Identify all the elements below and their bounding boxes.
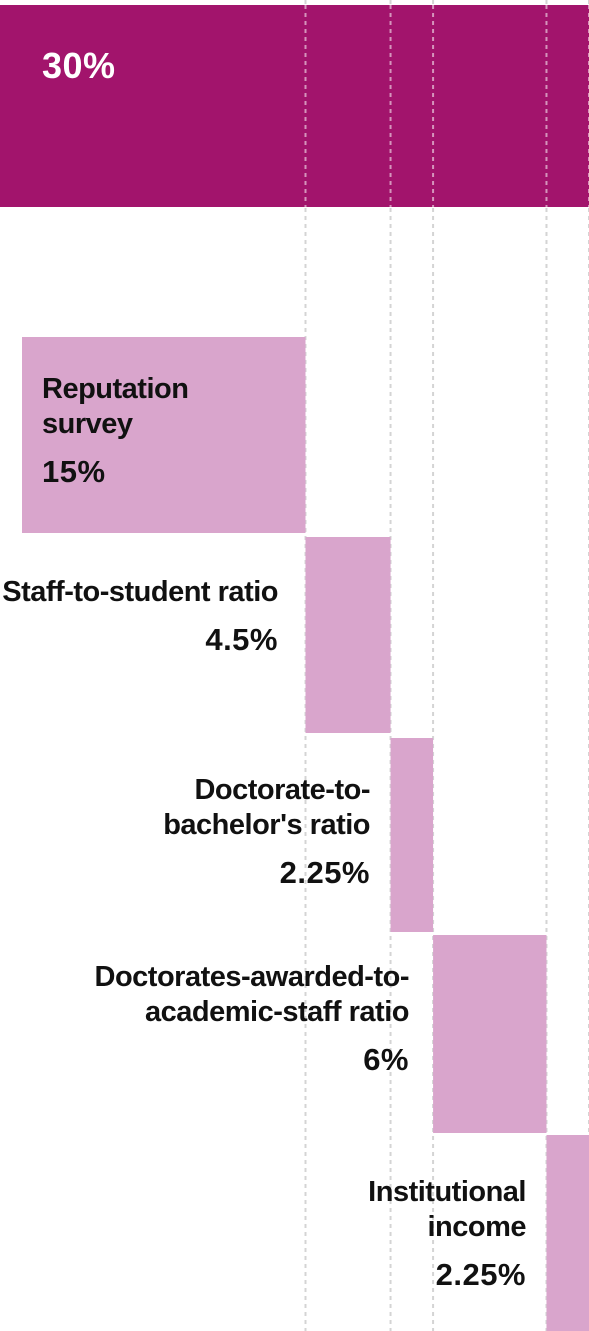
segment-label-2: Staff-to-student ratio 4.5% <box>0 575 278 657</box>
segment-name-5: Institutional income <box>368 1176 526 1243</box>
bar-segment-1 <box>22 337 306 533</box>
segment-name-2: Staff-to-student ratio <box>2 576 278 608</box>
segment-value-0: 30% <box>42 45 116 86</box>
segment-label-1: Reputation survey 15% <box>42 372 282 489</box>
segment-value-5: 2.25% <box>435 1257 526 1292</box>
segment-label-0: 30% <box>42 45 116 86</box>
bar-segment-5 <box>546 1135 589 1331</box>
segment-value-2: 4.5% <box>205 622 278 657</box>
bar-segment-0 <box>0 5 589 207</box>
segment-value-3: 2.25% <box>279 855 370 890</box>
bar-segment-3 <box>390 738 434 932</box>
segment-label-3: Doctorate-to-bachelor's ratio 2.25% <box>90 773 370 890</box>
segment-name-3: Doctorate-to-bachelor's ratio <box>163 774 370 841</box>
segment-label-4: Doctorates-awarded-to-academic-staff rat… <box>59 960 410 1077</box>
bar-segment-4 <box>433 935 547 1133</box>
segment-value-1: 15% <box>42 454 106 489</box>
segment-name-4: Doctorates-awarded-to-academic-staff rat… <box>94 961 410 1028</box>
bar-segment-2 <box>305 537 391 733</box>
segment-label-5: Institutional income 2.25% <box>286 1175 526 1292</box>
segment-name-1: Reputation survey <box>42 373 189 440</box>
segment-value-4: 6% <box>363 1042 409 1077</box>
